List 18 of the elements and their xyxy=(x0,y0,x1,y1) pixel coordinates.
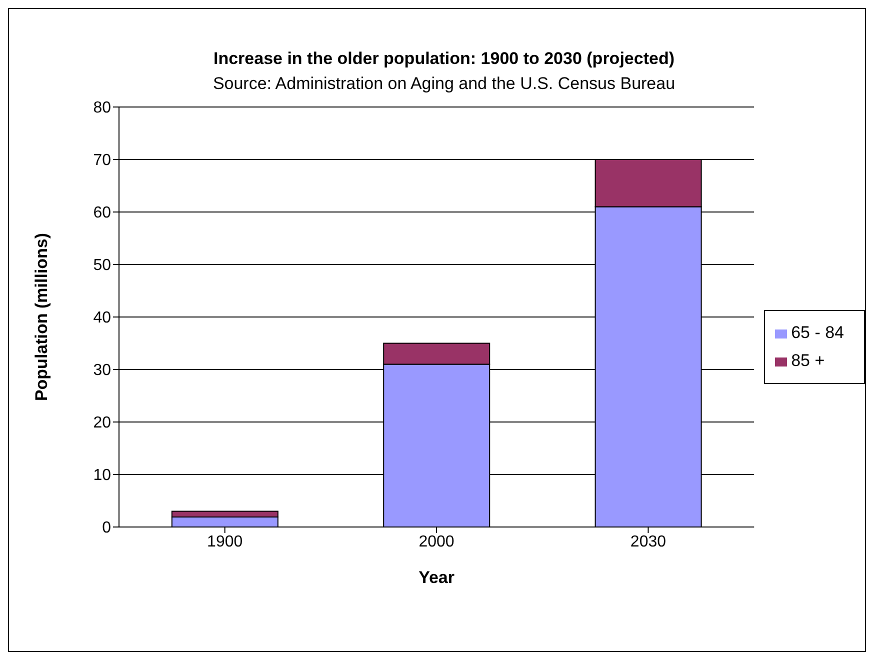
y-tick-label: 60 xyxy=(93,204,112,222)
x-tick-label: 1900 xyxy=(207,533,243,550)
y-tick-label: 50 xyxy=(93,257,112,274)
y-tick-label: 40 xyxy=(93,310,112,327)
y-tick-label: 80 xyxy=(93,100,112,117)
legend-label: 85 + xyxy=(791,351,825,370)
y-tick-label: 70 xyxy=(93,152,112,170)
chart-subtitle: Source: Administration on Aging and the U.S. Census Bureau xyxy=(212,73,676,95)
x-tick-label: 2000 xyxy=(418,533,454,550)
y-tick-label: 30 xyxy=(93,362,112,380)
y-tick-label: 20 xyxy=(93,414,112,432)
x-axis-title: Year xyxy=(418,568,455,587)
legend-label: 65 - 84 xyxy=(791,323,844,342)
x-tick-label: 2030 xyxy=(630,533,666,550)
chart-title: Increase in the older population: 1900 to 2030 (projected) xyxy=(212,48,676,70)
y-tick-label: 10 xyxy=(93,467,112,484)
y-axis-title: Population (millions) xyxy=(32,232,52,402)
y-tick-label: 0 xyxy=(102,520,112,537)
